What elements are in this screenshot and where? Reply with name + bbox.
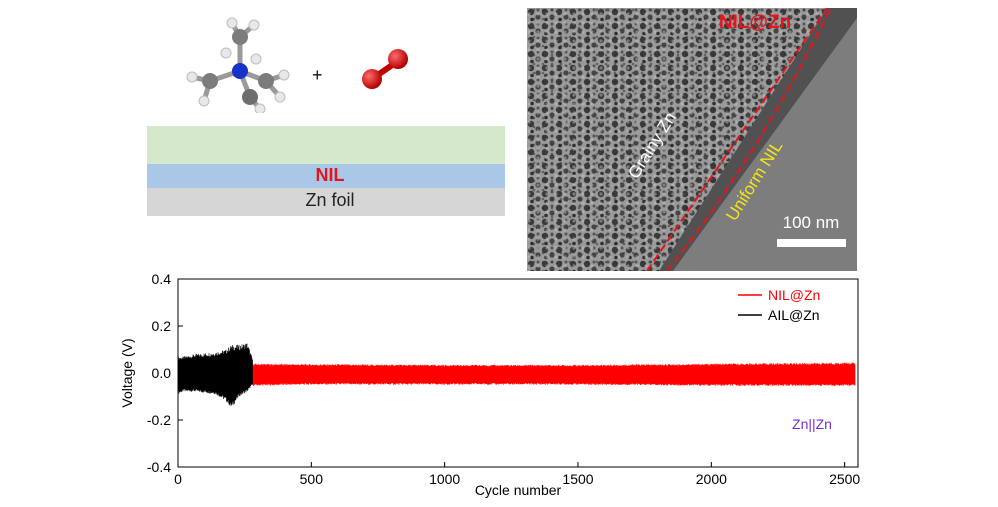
x-axis-label: Cycle number: [475, 482, 562, 498]
series-nil-zn: [177, 362, 856, 388]
grainy-boundary-line: [646, 8, 828, 271]
nil-boundary-line: [666, 8, 832, 271]
tem-micrograph: NIL@Zn Grainy Zn Uniform NIL 100 nm: [527, 8, 857, 271]
x-tick-label: 500: [300, 471, 324, 487]
scale-bar: [777, 239, 846, 247]
nil-layer: [147, 164, 505, 188]
electrode-schematic: + NIL Zn foil: [140, 5, 520, 225]
nil-layer-label: NIL: [315, 165, 345, 185]
y-tick-label: -0.2: [147, 412, 171, 428]
y-axis-label: Voltage (V): [119, 338, 135, 407]
zn-foil-label: Zn foil: [305, 190, 355, 210]
cell-annotation: Zn||Zn: [792, 416, 832, 432]
tetramethylammonium-molecule-icon: [186, 17, 290, 113]
plot-data: [177, 343, 856, 406]
y-tick-label: 0.0: [152, 365, 172, 381]
nilzn-label: NIL@Zn: [719, 12, 791, 33]
y-tick-label: 0.2: [152, 318, 172, 334]
x-tick-label: 2000: [696, 471, 727, 487]
plus-sign: +: [312, 65, 323, 85]
scale-bar-label: 100 nm: [783, 213, 840, 232]
oxygen-molecule-icon: [362, 49, 408, 89]
legend: NIL@Zn AIL@Zn: [738, 287, 820, 323]
x-axis: 0 500 1000 1500 2000 2500: [174, 462, 860, 487]
voltage-chart: 0 500 1000 1500 2000 2500 0.4 0.2 0.0 -0.2 -0.4 C…: [119, 271, 860, 498]
coating-layer: [147, 126, 505, 164]
y-tick-label: 0.4: [152, 271, 172, 287]
series-ail-zn: [177, 343, 253, 406]
x-tick-label: 1500: [562, 471, 593, 487]
x-tick-label: 2500: [829, 471, 860, 487]
y-axis: 0.4 0.2 0.0 -0.2 -0.4: [147, 271, 183, 475]
x-tick-label: 1000: [429, 471, 460, 487]
zn-foil-layer: [147, 188, 505, 216]
y-tick-label: -0.4: [147, 459, 171, 475]
x-tick-label: 0: [174, 471, 182, 487]
legend-label-nilzn: NIL@Zn: [768, 287, 820, 303]
legend-label-ailzn: AIL@Zn: [768, 307, 820, 323]
